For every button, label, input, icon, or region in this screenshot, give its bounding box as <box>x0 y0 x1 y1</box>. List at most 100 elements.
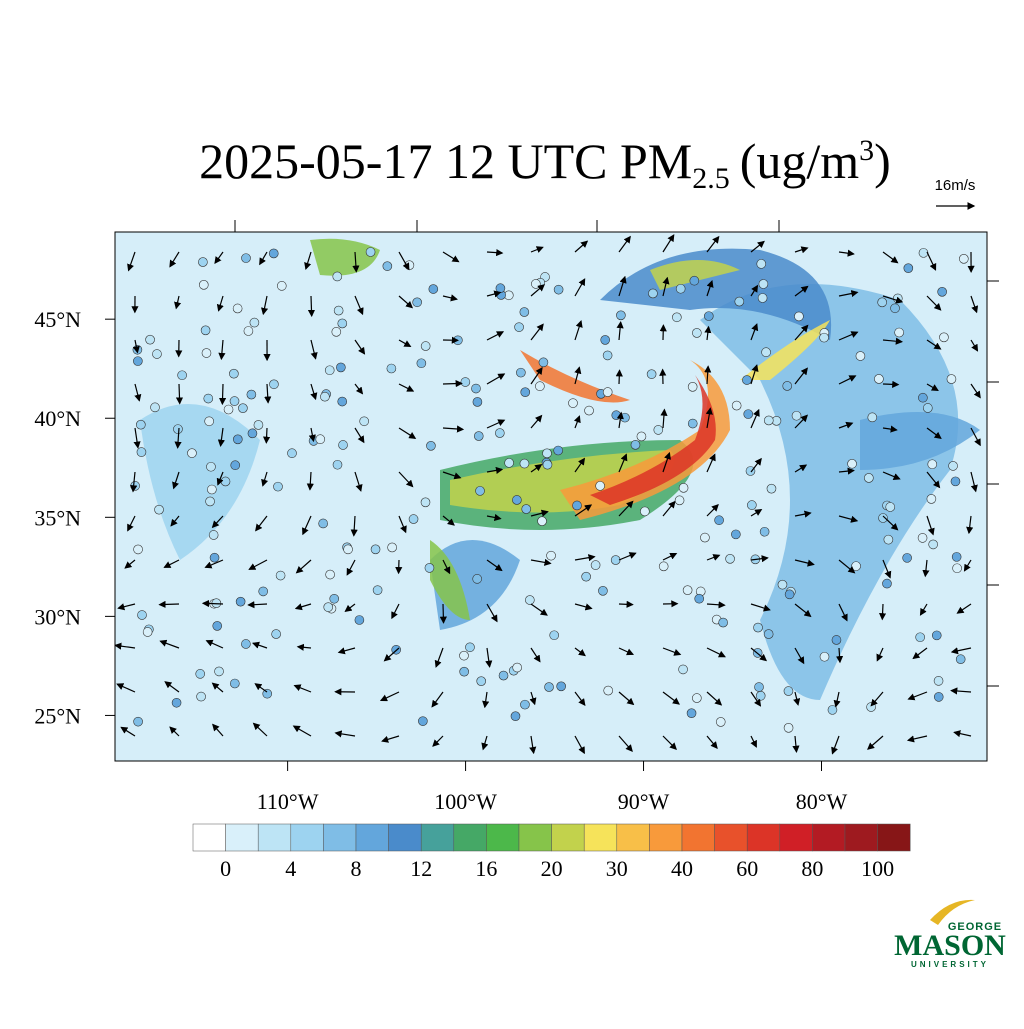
station <box>679 665 688 674</box>
station <box>568 399 577 408</box>
station <box>229 369 238 378</box>
station <box>272 630 281 639</box>
station <box>690 276 699 285</box>
x-tick-label: 100°W <box>434 789 497 814</box>
station <box>199 280 208 289</box>
station <box>939 333 948 342</box>
wind-arrow <box>882 604 883 619</box>
station <box>150 403 159 412</box>
colorbar-box <box>715 824 748 851</box>
station <box>715 516 724 525</box>
station <box>276 571 285 580</box>
station <box>868 413 877 422</box>
station <box>601 335 610 344</box>
station <box>767 484 776 493</box>
station <box>742 376 751 385</box>
wind-arrow <box>443 604 444 623</box>
wind-arrow <box>266 428 267 443</box>
station <box>247 390 256 399</box>
x-tick-label: 110°W <box>257 789 319 814</box>
station <box>784 723 793 732</box>
station <box>923 403 932 412</box>
station <box>425 563 434 572</box>
station <box>224 405 233 414</box>
station <box>339 440 348 449</box>
station <box>547 551 556 560</box>
station <box>473 574 482 583</box>
colorbar-box <box>486 824 519 851</box>
station <box>152 350 161 359</box>
wind-arrow <box>619 370 620 384</box>
station <box>383 262 392 271</box>
station <box>324 603 333 612</box>
station <box>465 643 474 652</box>
colorbar-box <box>323 824 356 851</box>
station <box>676 284 685 293</box>
station <box>688 419 697 428</box>
station <box>732 401 741 410</box>
station <box>134 545 143 554</box>
station <box>476 486 485 495</box>
station <box>269 249 278 258</box>
colorbar-label: 40 <box>671 856 693 881</box>
station <box>196 669 205 678</box>
colorbar-box <box>649 824 682 851</box>
station <box>934 692 943 701</box>
station <box>683 586 692 595</box>
station <box>332 327 341 336</box>
wind-arrow <box>883 384 898 385</box>
station <box>672 313 681 322</box>
station <box>538 517 547 526</box>
station <box>205 417 214 426</box>
station <box>206 462 215 471</box>
station <box>959 254 968 263</box>
station <box>692 694 701 703</box>
station <box>417 359 426 368</box>
station <box>874 374 883 383</box>
station <box>355 615 364 624</box>
title-units: (ug/m <box>740 133 860 189</box>
station <box>784 687 793 696</box>
station <box>287 449 296 458</box>
colorbar-box <box>552 824 585 851</box>
reference-vector-label: 16m/s <box>935 177 976 194</box>
station <box>550 631 559 640</box>
station <box>603 388 612 397</box>
station <box>631 440 640 449</box>
station <box>338 397 347 406</box>
station <box>344 545 353 554</box>
colorbar-box <box>421 824 454 851</box>
station <box>206 497 215 506</box>
station <box>326 570 335 579</box>
colorbar-box <box>519 824 552 851</box>
station <box>330 594 339 603</box>
station <box>473 397 482 406</box>
logo-main: MASON <box>894 929 1006 962</box>
colorbar-label: 60 <box>736 856 758 881</box>
station <box>611 556 620 565</box>
station <box>215 667 224 676</box>
station <box>640 507 649 516</box>
station <box>820 333 829 342</box>
station <box>918 393 927 402</box>
station <box>131 481 140 490</box>
station <box>886 502 895 511</box>
station <box>927 494 936 503</box>
station <box>654 425 663 434</box>
wind-arrow <box>160 604 179 605</box>
station <box>603 351 612 360</box>
station <box>675 496 684 505</box>
station <box>178 371 187 380</box>
y-tick-label: 40°N <box>34 406 81 431</box>
colorbar-box <box>356 824 389 851</box>
station <box>916 633 925 642</box>
wind-arrow <box>311 296 312 316</box>
colorbar-box <box>747 824 780 851</box>
station <box>884 535 893 544</box>
station <box>197 692 206 701</box>
station <box>716 717 725 726</box>
colorbar-box <box>812 824 845 851</box>
station <box>762 348 771 357</box>
colorbar-box <box>682 824 715 851</box>
